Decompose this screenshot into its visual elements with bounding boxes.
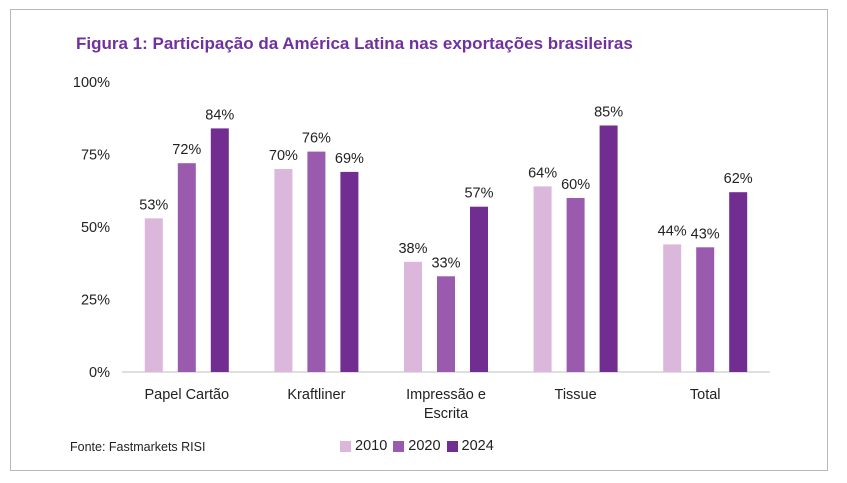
data-label-2024: 84% (205, 107, 234, 123)
bar-2010 (663, 244, 682, 372)
data-label-2020: 33% (431, 255, 460, 271)
source-note: Fonte: Fastmarkets RISI (70, 440, 206, 454)
x-category-label-line: Total (690, 387, 721, 403)
bar-2020 (307, 151, 326, 372)
y-tick-label: 50% (81, 220, 110, 236)
y-tick-label: 100% (73, 75, 110, 91)
data-label-2020: 43% (691, 226, 720, 242)
data-label-2020: 72% (172, 142, 201, 158)
legend-item-2020: 2020 (393, 438, 441, 454)
data-label-2010: 64% (528, 165, 557, 181)
legend-item-2024: 2024 (446, 438, 494, 454)
x-category-label-line: Tissue (555, 387, 597, 403)
bar-2010 (274, 169, 293, 372)
x-category-label-line: Escrita (424, 406, 469, 422)
data-label-2020: 76% (302, 131, 331, 147)
legend-label-2024: 2024 (461, 438, 494, 454)
y-tick-label: 75% (81, 148, 110, 164)
x-category-label-line: Kraftliner (287, 387, 345, 403)
data-label-2010: 38% (398, 241, 427, 257)
legend-label-2020: 2020 (408, 438, 441, 454)
data-label-2024: 69% (335, 151, 364, 167)
legend-swatch-2024 (446, 440, 458, 452)
legend-item-2010: 2010 (340, 438, 387, 454)
data-label-2024: 85% (594, 105, 623, 121)
bar-2020 (177, 163, 196, 372)
x-category-label-line: Papel Cartão (144, 387, 229, 403)
bar-2010 (533, 186, 552, 372)
data-label-2024: 57% (464, 186, 493, 202)
data-label-2020: 60% (561, 177, 590, 193)
data-label-2024: 62% (724, 171, 753, 187)
bar-2024 (210, 128, 229, 372)
data-label-2010: 53% (139, 197, 168, 213)
legend-label-2010: 2010 (355, 438, 388, 454)
chart-legend: 2010 2020 2024 (340, 438, 500, 454)
bar-2010 (144, 218, 163, 372)
x-category-label: Total (690, 387, 721, 403)
bar-2020 (566, 198, 585, 372)
x-category-label-line: Impressão e (406, 387, 486, 403)
legend-swatch-2020 (393, 440, 405, 452)
data-label-2010: 70% (269, 148, 298, 164)
figure-frame (10, 9, 828, 471)
data-label-2010: 44% (658, 223, 687, 239)
x-category-label: Papel Cartão (144, 387, 229, 403)
x-category-label: Impressão e Escrita (406, 387, 486, 422)
bar-2024 (599, 125, 618, 372)
bar-2020 (696, 247, 715, 372)
bar-2024 (340, 171, 359, 372)
bar-2020 (437, 276, 455, 372)
legend-swatch-2010 (340, 440, 351, 452)
x-category-label: Kraftliner (287, 387, 345, 403)
chart-title: Figura 1: Participação da América Latina… (76, 34, 633, 53)
x-category-label: Tissue (555, 387, 597, 403)
bar-2024 (470, 206, 488, 372)
y-tick-label: 25% (81, 293, 110, 309)
bar-2010 (404, 261, 422, 372)
bar-2024 (729, 192, 748, 372)
y-tick-label: 0% (89, 365, 110, 381)
